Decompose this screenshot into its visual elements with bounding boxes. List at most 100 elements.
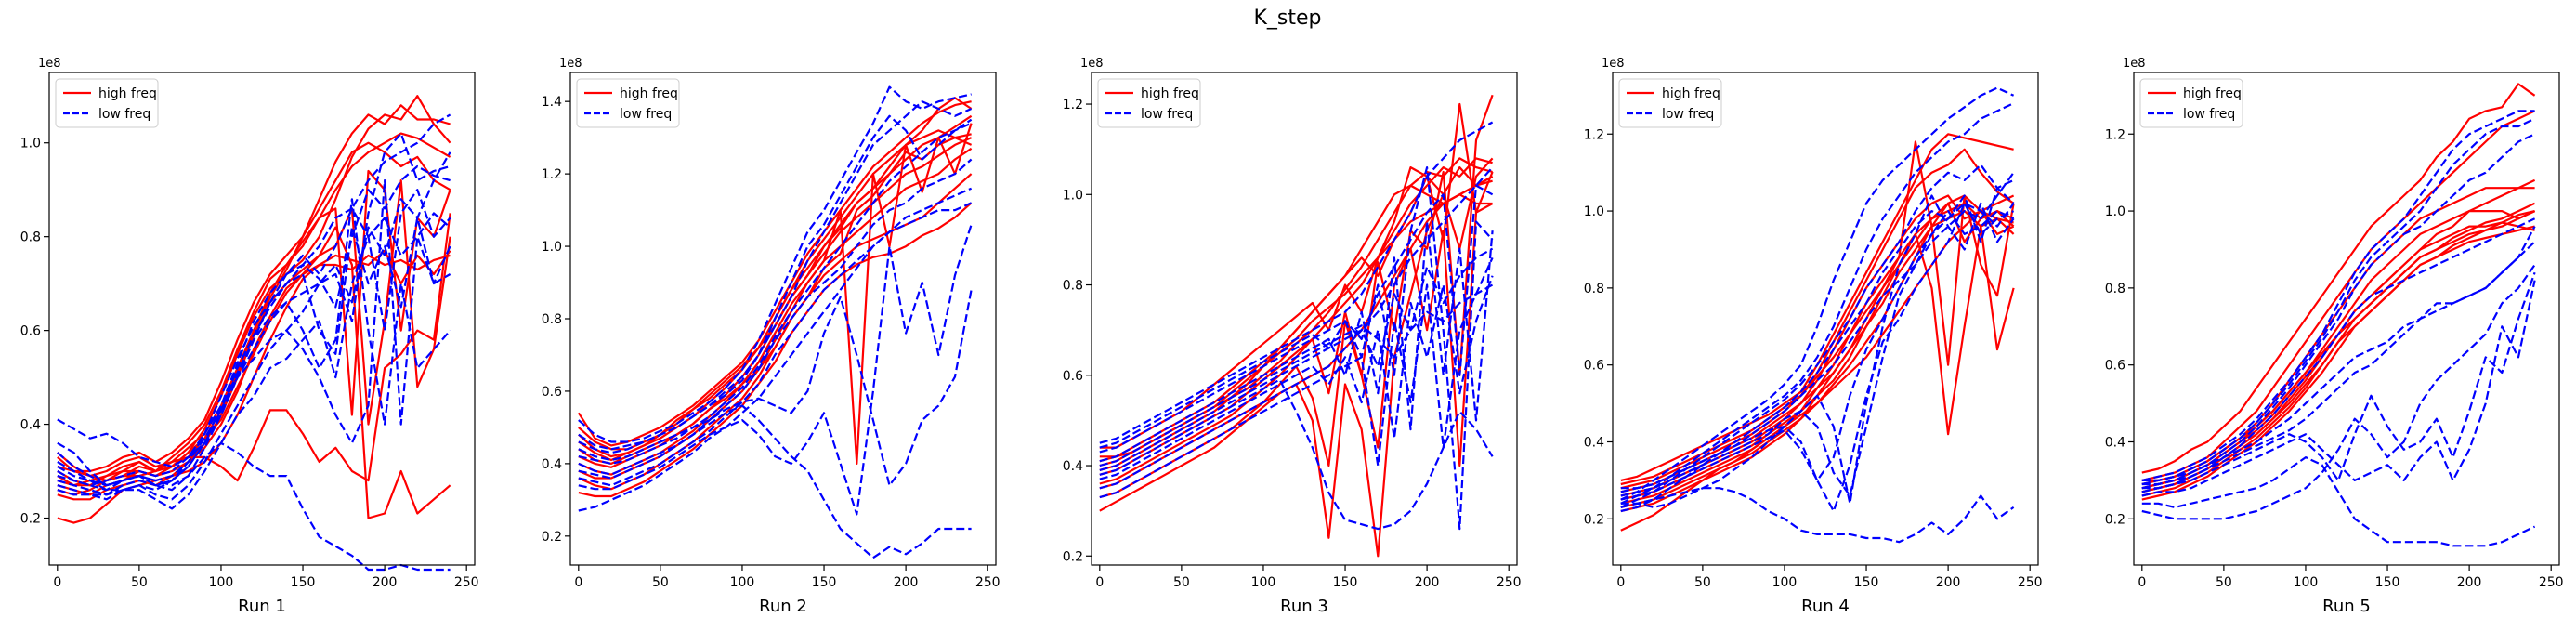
y-tick-label: 0.8: [1584, 282, 1604, 296]
x-axis-label: Run 4: [1801, 597, 1850, 616]
low-freq-line-13: [578, 122, 973, 465]
high-freq-line-6: [578, 202, 973, 498]
high-freq-line-7: [2141, 225, 2535, 501]
low-freq-line-20: [2141, 264, 2536, 520]
low-freq-line-12: [57, 164, 451, 487]
series-group: [1620, 86, 2015, 544]
high-freq-line-1: [2141, 83, 2536, 474]
x-axis-label: Run 2: [759, 597, 807, 616]
y-tick-label: 1.0: [20, 137, 41, 151]
y-tick-label: 0.4: [1584, 436, 1604, 451]
x-tick-label: 100: [1772, 575, 1798, 590]
plot-area: [1613, 72, 2038, 565]
y-tick-label: 0.8: [542, 312, 562, 327]
x-tick-label: 150: [812, 575, 837, 590]
x-tick-label: 50: [2216, 575, 2232, 590]
y-tick-label: 0.4: [542, 457, 562, 472]
legend-box: [2139, 78, 2243, 128]
low-freq-line-12: [1620, 102, 2015, 505]
y-tick-label: 1.0: [1584, 204, 1604, 219]
x-tick-label: 150: [291, 575, 316, 590]
y-tick-label: 0.2: [1063, 549, 1083, 564]
low-freq-line-17: [578, 289, 973, 487]
x-tick-label: 200: [373, 575, 398, 590]
high-freq-line-3: [57, 132, 451, 487]
low-freq-line-16: [578, 202, 973, 512]
subplot-1: 0 50 100 150 200 250 0.2 0.4 0.6 0.8 1.0 1e8 Run 1 hi…: [20, 57, 479, 616]
x-tick-label: 50: [652, 575, 669, 590]
x-tick-label: 250: [1497, 575, 1522, 590]
plot-area: [2134, 72, 2559, 565]
y-tick-label: 1.0: [1063, 188, 1083, 203]
low-freq-line-13: [1620, 164, 2015, 508]
x-tick-label: 100: [2294, 575, 2319, 590]
x-tick-label: 0: [1616, 575, 1625, 590]
y-multiplier-label: 1e8: [559, 57, 582, 71]
legend-high-freq-label: high freq: [1141, 86, 1199, 101]
y-tick-label: 0.6: [2105, 359, 2125, 374]
y-tick-label: 0.6: [1063, 369, 1083, 384]
legend-low-freq-label: low freq: [620, 107, 672, 122]
low-freq-line-11: [1620, 86, 2015, 501]
x-tick-label: 200: [1936, 575, 1961, 590]
low-freq-line-18: [578, 404, 972, 559]
y-tick-label: 0.2: [20, 512, 41, 527]
low-freq-line-15: [578, 187, 973, 487]
y-tick-label: 0.4: [1063, 459, 1083, 474]
y-tick-label: 1.2: [1584, 127, 1604, 142]
y-tick-label: 1.0: [542, 240, 562, 255]
y-tick-label: 0.4: [20, 418, 41, 433]
series-group: [577, 85, 973, 559]
y-tick-label: 0.2: [542, 530, 562, 545]
low-freq-line-19: [1620, 178, 2015, 501]
high-freq-line-10: [57, 141, 451, 473]
subplot-3: 0 50 100 150 200 250 0.2 0.4 0.6 0.8 1.0 1.2 1e8 Run …: [1063, 57, 1522, 616]
legend-high-freq-label: high freq: [2183, 86, 2242, 101]
x-axis-label: Run 3: [1280, 597, 1328, 616]
x-tick-label: 200: [894, 575, 919, 590]
y-tick-label: 1.4: [542, 95, 562, 110]
low-freq-line-17: [1099, 256, 1494, 499]
series-group: [57, 95, 451, 572]
legend-box: [55, 78, 159, 128]
low-freq-line-11: [578, 85, 972, 443]
low-freq-line-12: [1099, 166, 1494, 531]
axes-frame: [1091, 72, 1518, 566]
low-freq-line-13: [2141, 133, 2536, 490]
figure-title: K_step: [1253, 7, 1321, 30]
x-tick-label: 200: [2457, 575, 2482, 590]
y-multiplier-label: 1e8: [2123, 57, 2146, 71]
x-tick-label: 250: [454, 575, 479, 590]
x-tick-label: 50: [131, 575, 148, 590]
x-axis-label: Run 5: [2322, 597, 2371, 616]
x-tick-label: 0: [574, 575, 582, 590]
x-tick-label: 100: [730, 575, 755, 590]
x-tick-label: 250: [975, 575, 1000, 590]
axes-frame: [2133, 72, 2560, 566]
y-multiplier-label: 1e8: [38, 57, 61, 71]
high-freq-line-1: [577, 100, 972, 447]
legend: high freq low freq: [55, 78, 159, 128]
y-tick-label: 0.2: [1584, 512, 1604, 527]
legend: high freq low freq: [2139, 78, 2243, 128]
legend-low-freq-label: low freq: [1141, 107, 1193, 122]
low-freq-line-17: [2141, 271, 2536, 490]
subplot-4: 0 50 100 150 200 250 0.2 0.4 0.6 0.8 1.0 1.2 1e8 Run …: [1584, 57, 2043, 616]
y-tick-label: 0.6: [20, 324, 41, 339]
legend-high-freq-label: high freq: [620, 86, 678, 101]
low-freq-line-16: [1099, 166, 1494, 490]
low-freq-line-12: [578, 100, 973, 454]
y-tick-label: 0.4: [2105, 436, 2125, 451]
legend: high freq low freq: [1097, 78, 1201, 128]
low-freq-line-19: [1099, 283, 1494, 467]
x-tick-label: 150: [2375, 575, 2400, 590]
x-tick-label: 0: [1095, 575, 1104, 590]
low-freq-line-16: [57, 207, 451, 487]
high-freq-line-2: [2141, 110, 2536, 481]
y-tick-label: 0.6: [542, 385, 562, 400]
x-tick-label: 100: [1251, 575, 1276, 590]
low-freq-line-17: [1620, 202, 2015, 513]
x-tick-label: 250: [2018, 575, 2043, 590]
low-freq-line-12: [2141, 117, 2536, 486]
